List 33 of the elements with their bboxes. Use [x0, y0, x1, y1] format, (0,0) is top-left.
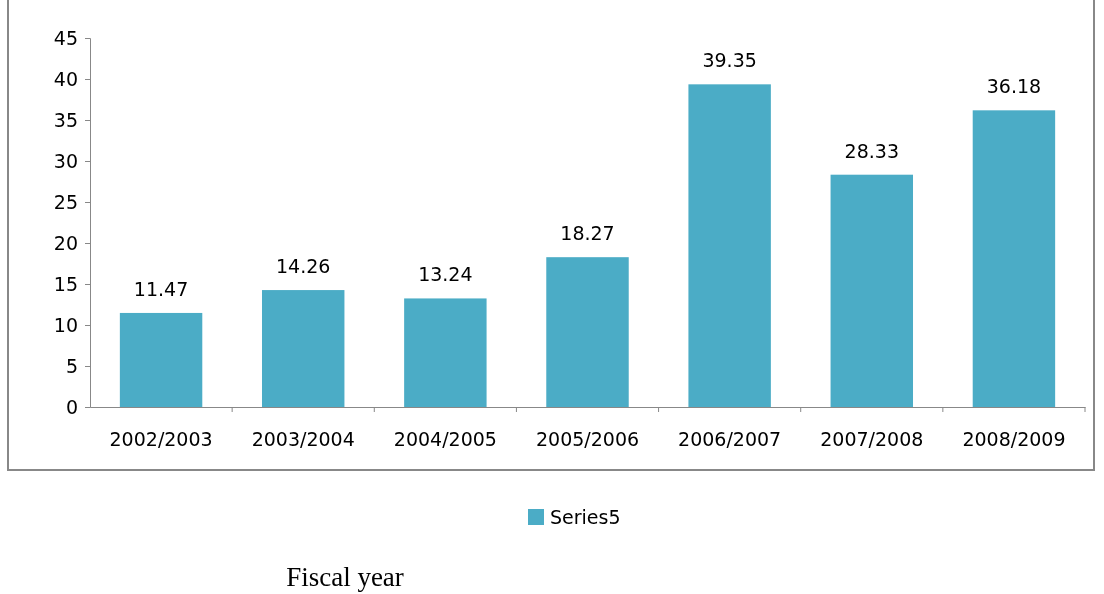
y-tick-label: 45	[53, 26, 78, 49]
y-tick-label: 15	[53, 272, 78, 295]
data-label: 14.26	[276, 255, 331, 278]
data-label: 28.33	[844, 139, 899, 162]
y-tick-label: 40	[53, 67, 78, 90]
bar	[119, 312, 203, 407]
data-label: 11.47	[133, 277, 189, 300]
bar	[688, 84, 771, 407]
bar	[830, 174, 914, 407]
x-tick-label: 2004/2005	[393, 428, 497, 451]
x-tick-label: 2008/2009	[962, 428, 1066, 451]
bar	[404, 298, 487, 407]
bar	[261, 290, 345, 407]
x-tick-label: 2003/2004	[251, 428, 355, 451]
y-tick-label: 30	[53, 149, 78, 172]
y-tick-label: 35	[53, 108, 78, 131]
bar	[972, 110, 1056, 407]
data-label: 13.24	[418, 263, 473, 286]
legend-label: Series5	[550, 506, 621, 528]
data-label: 36.18	[986, 75, 1042, 98]
bar	[546, 257, 629, 407]
x-axis-title: Fiscal year	[286, 562, 404, 592]
data-label: 39.35	[702, 49, 757, 72]
x-tick-label: 2005/2006	[535, 428, 640, 451]
y-tick-label: 5	[65, 354, 78, 377]
x-tick-label: 2006/2007	[678, 428, 782, 451]
x-tick-label: 2007/2008	[820, 428, 924, 451]
y-tick-label: 10	[53, 313, 78, 336]
y-tick-label: 20	[53, 231, 78, 254]
x-tick-label: 2002/2003	[109, 428, 213, 451]
data-label: 18.27	[560, 222, 615, 245]
y-tick-label: 25	[53, 190, 78, 213]
y-tick-label: 0	[65, 395, 78, 418]
